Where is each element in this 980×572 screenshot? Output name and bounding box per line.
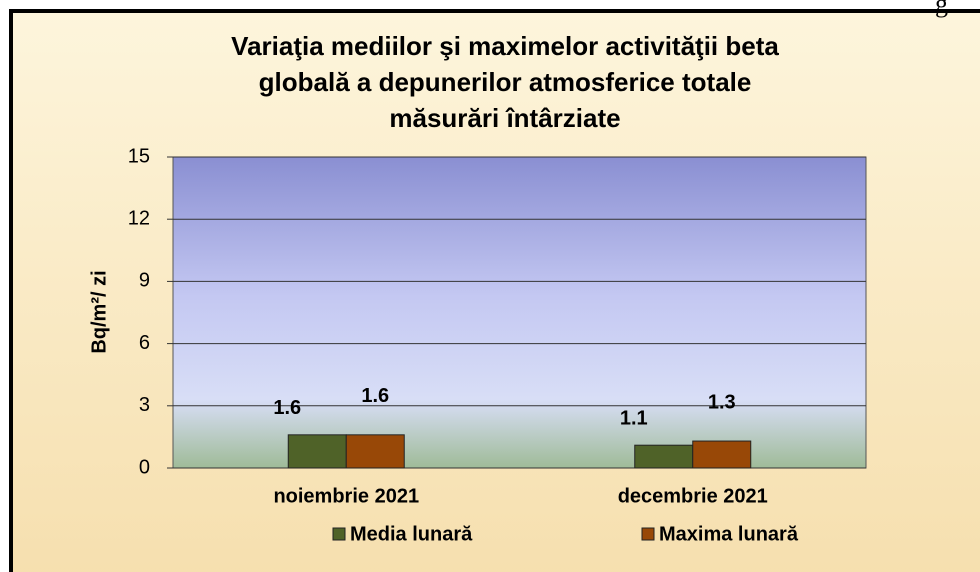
data-label: 1.6 [361, 385, 389, 407]
chart-title: măsurări întârziate [389, 103, 620, 133]
x-tick-label: decembrie 2021 [618, 485, 768, 507]
y-tick-label: 0 [139, 456, 150, 478]
legend-swatch [332, 527, 346, 541]
data-label: 1.1 [620, 407, 648, 429]
x-tick-label: noiembrie 2021 [273, 485, 419, 507]
y-tick-label: 3 [139, 394, 150, 416]
bar [634, 444, 694, 469]
y-tick-label: 9 [139, 270, 150, 292]
legend-swatch [641, 527, 655, 541]
data-label: 1.3 [708, 391, 736, 413]
chart-title: Variaţia mediilor şi maximelor activităţ… [231, 31, 779, 61]
chart-title: globală a depunerilor atmosferice totale [259, 67, 752, 97]
legend-label: Media lunară [350, 523, 473, 545]
y-axis-label: Bq/m²/ zi [88, 270, 110, 353]
plot-area [172, 156, 867, 469]
bar [345, 434, 405, 469]
y-tick-label: 15 [128, 145, 150, 167]
page-fragment: g [935, 0, 948, 18]
legend-label: Maxima lunară [659, 523, 799, 545]
bar [692, 440, 752, 469]
y-tick-label: 12 [128, 207, 150, 229]
bar [287, 434, 347, 469]
y-tick-label: 6 [139, 332, 150, 354]
data-label: 1.6 [273, 397, 301, 419]
